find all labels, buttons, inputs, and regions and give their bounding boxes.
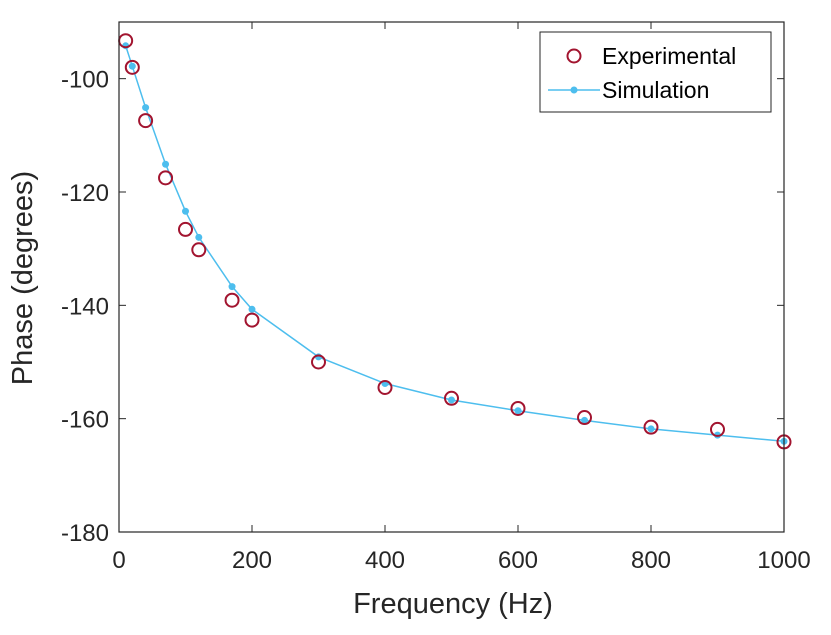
legend-marker-simulation	[570, 86, 578, 94]
x-axis-ticks: 0 200 400 600 800 1000	[112, 22, 811, 574]
simulation-point	[248, 305, 256, 313]
x-tick-label: 400	[365, 547, 405, 574]
experimental-point	[643, 419, 659, 435]
y-axis-ticks: -180 -160 -140 -120 -100	[61, 67, 784, 547]
simulation-point	[182, 207, 189, 215]
experimental-point	[444, 390, 459, 406]
legend-label-simulation: Simulation	[602, 77, 709, 103]
experimental-point	[138, 113, 154, 129]
y-tick-label: -140	[61, 293, 109, 320]
simulation-point	[162, 160, 170, 168]
x-tick-label: 800	[631, 547, 671, 574]
experimental-point	[124, 59, 140, 75]
y-tick-label: -100	[61, 67, 109, 94]
x-axis-title: Frequency (Hz)	[353, 588, 553, 620]
legend: Experimental Simulation	[539, 31, 772, 113]
simulation-point	[142, 104, 150, 112]
simulation-point	[195, 233, 203, 241]
simulation-point	[514, 407, 522, 415]
legend-marker-experimental	[566, 48, 582, 64]
simulation-point	[448, 396, 455, 404]
experimental-point	[191, 242, 207, 258]
experimental-point	[577, 410, 592, 426]
x-tick-label: 200	[232, 547, 272, 574]
y-tick-label: -160	[61, 407, 109, 434]
simulation-point	[228, 283, 236, 291]
x-tick-label: 0	[112, 547, 125, 574]
y-tick-label: -120	[61, 180, 109, 207]
experimental-point	[510, 400, 526, 416]
y-tick-label: -180	[61, 520, 109, 547]
experimental-point	[158, 170, 174, 186]
experimental-point	[178, 221, 193, 237]
y-axis-title: Phase (degrees)	[7, 171, 39, 385]
simulation-point	[581, 416, 588, 424]
experimental-point	[311, 354, 326, 370]
experimental-point	[224, 292, 240, 308]
experimental-point	[710, 421, 725, 437]
plot-marks	[118, 33, 792, 450]
experimental-point	[244, 312, 260, 328]
simulation-point	[647, 425, 655, 433]
legend-label-experimental: Experimental	[602, 43, 736, 69]
experimental-point	[377, 380, 393, 395]
simulation-point	[128, 62, 136, 70]
x-tick-label: 600	[498, 547, 538, 574]
simulation-line	[124, 45, 785, 443]
legend-box	[539, 31, 772, 113]
plot-frame	[118, 21, 785, 533]
x-tick-label: 1000	[757, 547, 810, 574]
